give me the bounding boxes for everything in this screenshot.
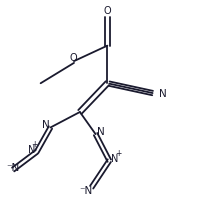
Text: +: + (32, 140, 38, 149)
Text: N: N (97, 127, 105, 137)
Text: ⁻N: ⁻N (79, 186, 92, 196)
Text: ⁻N: ⁻N (6, 164, 20, 173)
Text: N: N (159, 89, 167, 99)
Text: +: + (116, 149, 122, 158)
Text: N: N (111, 154, 118, 164)
Text: N: N (42, 120, 49, 130)
Text: N: N (28, 145, 35, 155)
Text: O: O (69, 53, 77, 63)
Text: O: O (103, 6, 111, 16)
